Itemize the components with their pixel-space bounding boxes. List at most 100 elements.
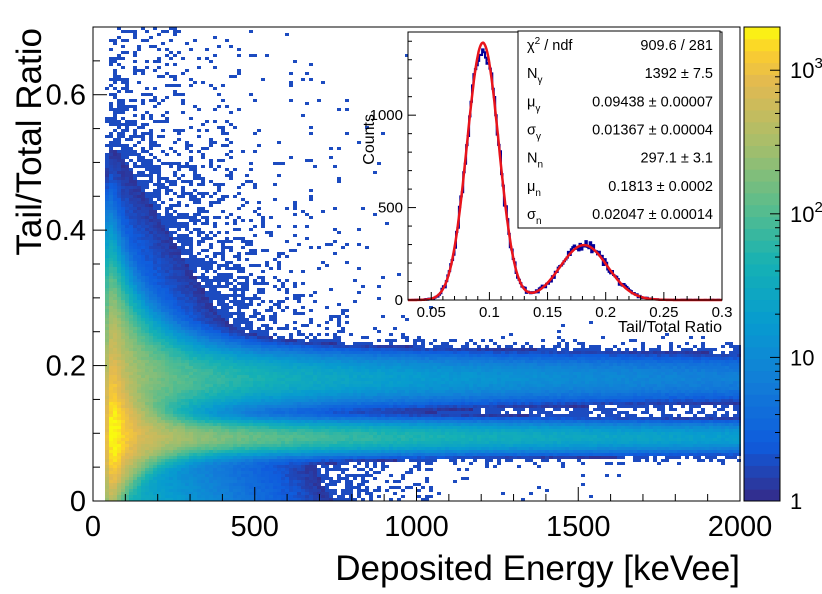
heatmap-cell — [181, 240, 185, 243]
heatmap-cell — [173, 93, 177, 96]
heatmap-cell — [137, 483, 141, 486]
heatmap-cell — [117, 192, 121, 195]
heatmap-cell — [121, 231, 125, 234]
heatmap-cell — [213, 432, 217, 435]
heatmap-cell — [265, 249, 269, 252]
heatmap-cell — [153, 258, 157, 261]
heatmap-cell — [121, 411, 125, 414]
heatmap-cell — [149, 228, 153, 231]
heatmap-cell — [145, 267, 149, 270]
heatmap-cell — [133, 225, 137, 228]
heatmap-cell — [153, 435, 157, 438]
heatmap-cell — [241, 414, 245, 417]
heatmap-cell — [149, 204, 153, 207]
heatmap-cell — [289, 453, 293, 456]
heatmap-cell — [245, 363, 249, 366]
heatmap-cell — [141, 378, 145, 381]
heatmap-cell — [289, 366, 293, 369]
heatmap-cell — [145, 282, 149, 285]
heatmap-cell — [153, 231, 157, 234]
heatmap-cell — [173, 282, 177, 285]
heatmap-cell — [161, 480, 165, 483]
heatmap-cell — [237, 294, 241, 297]
heatmap-cell — [109, 192, 113, 195]
heatmap-cell — [125, 201, 129, 204]
heatmap-cell — [137, 459, 141, 462]
heatmap-cell — [125, 489, 129, 492]
heatmap-cell — [149, 147, 153, 150]
heatmap-cell — [145, 450, 149, 453]
heatmap-cell — [109, 492, 113, 495]
heatmap-cell — [133, 99, 137, 102]
heatmap-cell — [189, 342, 193, 345]
heatmap-cell — [189, 372, 193, 375]
heatmap-cell — [169, 336, 173, 339]
heatmap-cell — [245, 345, 249, 348]
heatmap-cell — [121, 327, 125, 330]
heatmap-cell — [157, 240, 161, 243]
heatmap-cell — [209, 429, 213, 432]
heatmap-cell — [269, 420, 273, 423]
heatmap-cell — [173, 318, 177, 321]
heatmap-cell — [285, 327, 289, 330]
heatmap-cell — [157, 168, 161, 171]
heatmap-cell — [181, 378, 185, 381]
heatmap-cell — [245, 486, 249, 489]
heatmap-cell — [125, 441, 129, 444]
heatmap-cell — [225, 447, 229, 450]
heatmap-cell — [129, 420, 133, 423]
heatmap-cell — [105, 222, 109, 225]
heatmap-cell — [125, 459, 129, 462]
heatmap-cell — [117, 276, 121, 279]
heatmap-cell — [217, 435, 221, 438]
heatmap-cell — [157, 270, 161, 273]
heatmap-cell — [177, 423, 181, 426]
heatmap-cell — [217, 321, 221, 324]
heatmap-cell — [149, 495, 153, 498]
heatmap-cell — [189, 408, 193, 411]
heatmap-cell — [233, 471, 237, 474]
heatmap-cell — [125, 297, 129, 300]
heatmap-cell — [133, 297, 137, 300]
heatmap-cell — [133, 327, 137, 330]
heatmap-cell — [125, 246, 129, 249]
heatmap-cell — [193, 168, 197, 171]
heatmap-cell — [181, 246, 185, 249]
heatmap-cell — [201, 378, 205, 381]
heatmap-cell — [113, 444, 117, 447]
heatmap-cell — [125, 387, 129, 390]
heatmap-cell — [109, 150, 113, 153]
heatmap-cell — [117, 381, 121, 384]
heatmap-cell — [201, 336, 205, 339]
heatmap-cell — [217, 483, 221, 486]
heatmap-cell — [117, 402, 121, 405]
heatmap-cell — [205, 321, 209, 324]
heatmap-cell — [157, 435, 161, 438]
heatmap-cell — [125, 90, 129, 93]
heatmap-cell — [105, 210, 109, 213]
heatmap-cell — [217, 105, 221, 108]
heatmap-cell — [113, 438, 117, 441]
heatmap-cell — [113, 168, 117, 171]
heatmap-cell — [185, 249, 189, 252]
heatmap-cell — [185, 285, 189, 288]
heatmap-cell — [117, 369, 121, 372]
heatmap-cell — [165, 360, 169, 363]
heatmap-cell — [181, 93, 185, 96]
heatmap-cell — [249, 369, 253, 372]
heatmap-cell — [273, 402, 277, 405]
heatmap-cell — [165, 177, 169, 180]
heatmap-cell — [117, 195, 121, 198]
heatmap-cell — [193, 327, 197, 330]
heatmap-cell — [197, 330, 201, 333]
heatmap-cell — [237, 390, 241, 393]
heatmap-cell — [133, 204, 137, 207]
heatmap-cell — [209, 417, 213, 420]
heatmap-cell — [273, 417, 277, 420]
heatmap-cell — [197, 285, 201, 288]
heatmap-cell — [257, 381, 261, 384]
heatmap-cell — [305, 378, 309, 381]
heatmap-cell — [233, 228, 237, 231]
heatmap-cell — [245, 288, 249, 291]
heatmap-cell — [277, 459, 281, 462]
